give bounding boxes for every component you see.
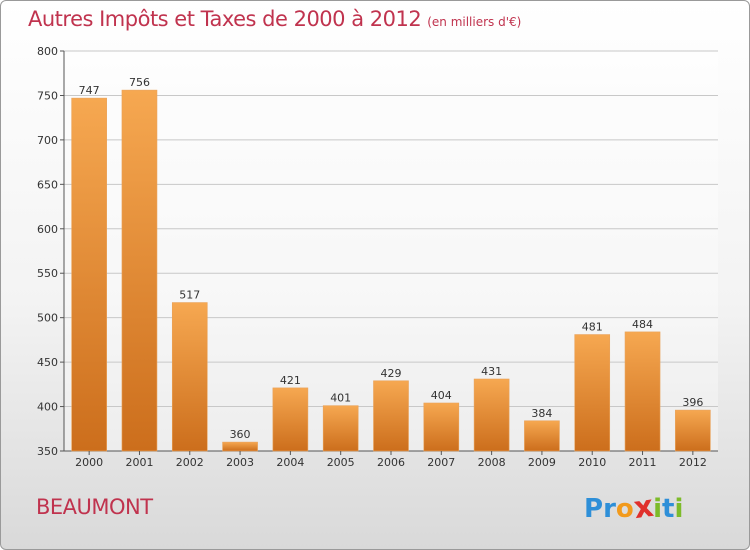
data-label: 481 xyxy=(582,321,603,334)
data-label: 404 xyxy=(431,389,452,402)
bar xyxy=(323,406,358,451)
data-label: 401 xyxy=(330,392,351,405)
bar xyxy=(625,332,660,451)
x-tick-label: 2003 xyxy=(226,456,254,469)
bar xyxy=(172,303,207,451)
bar xyxy=(223,442,258,451)
data-label: 396 xyxy=(682,396,703,409)
y-tick-label: 800 xyxy=(37,45,58,58)
bar xyxy=(474,379,509,451)
data-label: 360 xyxy=(230,428,251,441)
data-label: 756 xyxy=(129,76,150,89)
bar-chart: 350 400 450 500 550 600 650 700 750 800 747 2000 756… xyxy=(1,1,750,550)
y-tick-label: 400 xyxy=(37,401,58,414)
commune-name: BEAUMONT xyxy=(36,495,153,519)
x-tick-label: 2005 xyxy=(327,456,355,469)
bar xyxy=(273,388,308,451)
data-label: 431 xyxy=(481,365,502,378)
x-tick-label: 2000 xyxy=(75,456,103,469)
logo-letter: r xyxy=(603,494,616,524)
logo-letter: t xyxy=(662,494,674,524)
proxiti-logo: Proxiti xyxy=(584,490,683,525)
data-label: 421 xyxy=(280,374,301,387)
data-label: 484 xyxy=(632,318,653,331)
y-tick-label: 350 xyxy=(37,445,58,458)
x-tick-label: 2001 xyxy=(125,456,153,469)
x-tick-label: 2008 xyxy=(478,456,506,469)
logo-letter: P xyxy=(584,494,603,524)
x-tick-label: 2006 xyxy=(377,456,405,469)
x-tick-label: 2011 xyxy=(629,456,657,469)
x-tick-label: 2002 xyxy=(176,456,204,469)
y-tick-label: 650 xyxy=(37,178,58,191)
x-tick-label: 2012 xyxy=(679,456,707,469)
bar xyxy=(675,410,710,451)
y-tick-label: 750 xyxy=(37,89,58,102)
logo-letter: i xyxy=(674,494,683,524)
logo-letter: x xyxy=(631,489,655,526)
bar xyxy=(424,403,459,451)
data-label: 747 xyxy=(79,84,100,97)
data-label: 384 xyxy=(531,407,552,420)
y-tick-label: 550 xyxy=(37,267,58,280)
x-tick-label: 2004 xyxy=(276,456,304,469)
bar xyxy=(524,421,559,451)
bar xyxy=(122,90,157,451)
y-tick-label: 450 xyxy=(37,356,58,369)
data-label: 429 xyxy=(381,367,402,380)
y-tick-label: 600 xyxy=(37,223,58,236)
bar xyxy=(72,98,107,451)
bar xyxy=(374,381,409,451)
x-tick-label: 2007 xyxy=(427,456,455,469)
y-tick-label: 500 xyxy=(37,312,58,325)
x-tick-label: 2009 xyxy=(528,456,556,469)
x-tick-label: 2010 xyxy=(578,456,606,469)
y-tick-label: 700 xyxy=(37,134,58,147)
logo-letter: o xyxy=(616,494,634,524)
chart-frame: Autres Impôts et Taxes de 2000 à 2012 (en… xyxy=(0,0,750,550)
bar xyxy=(575,335,610,451)
data-label: 517 xyxy=(179,289,200,302)
